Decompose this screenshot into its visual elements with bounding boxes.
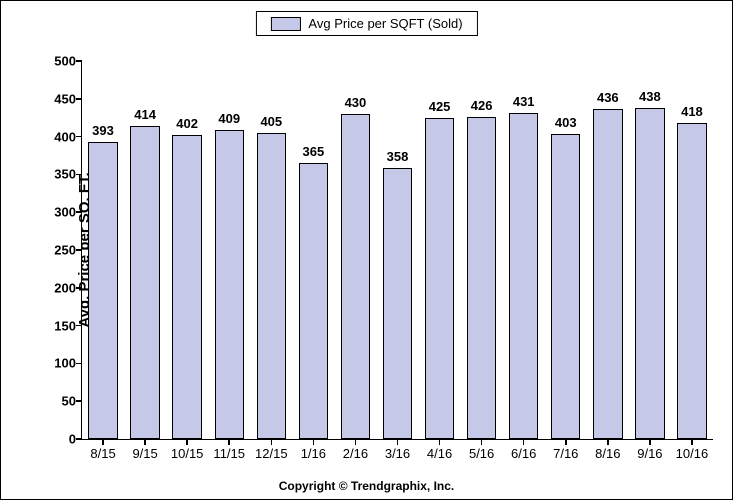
x-tick-label: 9/16 — [637, 446, 662, 461]
bar-value-label: 393 — [92, 123, 114, 138]
x-tick-mark — [691, 439, 693, 445]
x-tick-mark — [565, 439, 567, 445]
bar — [677, 123, 706, 439]
x-tick-label: 11/15 — [213, 446, 245, 461]
x-tick-label: 7/16 — [553, 446, 578, 461]
y-tick-mark — [76, 287, 82, 289]
bar — [425, 118, 454, 439]
y-tick-mark — [76, 325, 82, 327]
bar — [130, 126, 159, 439]
x-tick-mark — [523, 439, 525, 445]
y-tick-mark — [76, 60, 82, 62]
x-tick-label: 2/16 — [343, 446, 368, 461]
y-tick-mark — [76, 174, 82, 176]
x-tick-label: 3/16 — [385, 446, 410, 461]
bar-value-label: 403 — [555, 115, 577, 130]
x-tick-mark — [397, 439, 399, 445]
bar-value-label: 409 — [218, 111, 240, 126]
y-tick-mark — [76, 98, 82, 100]
bar-value-label: 414 — [134, 107, 156, 122]
bar — [257, 133, 286, 439]
y-tick-label: 50 — [32, 394, 76, 409]
bar-value-label: 365 — [303, 144, 325, 159]
x-tick-label: 10/15 — [171, 446, 204, 461]
y-tick-mark — [76, 136, 82, 138]
bar-value-label: 430 — [345, 95, 367, 110]
bar-value-label: 418 — [681, 104, 703, 119]
x-tick-mark — [144, 439, 146, 445]
y-tick-mark — [76, 400, 82, 402]
plot-area: 0501001502002503003504004505003938/15414… — [81, 61, 712, 439]
x-tick-label: 6/16 — [511, 446, 536, 461]
bar — [88, 142, 117, 439]
x-tick-mark — [313, 439, 315, 445]
bar — [341, 114, 370, 439]
bar-value-label: 402 — [176, 116, 198, 131]
x-tick-mark — [102, 439, 104, 445]
y-tick-label: 300 — [32, 205, 76, 220]
x-tick-mark — [481, 439, 483, 445]
bar — [172, 135, 201, 439]
x-tick-mark — [439, 439, 441, 445]
bar-value-label: 438 — [639, 89, 661, 104]
bar — [383, 168, 412, 439]
bar-value-label: 358 — [387, 149, 409, 164]
y-tick-label: 100 — [32, 356, 76, 371]
plot: 0501001502002503003504004505003938/15414… — [81, 61, 713, 440]
chart-frame: Avg Price per SQFT (Sold) Avg. Price per… — [0, 0, 733, 500]
bar-value-label: 431 — [513, 94, 535, 109]
y-tick-label: 250 — [32, 243, 76, 258]
x-tick-mark — [186, 439, 188, 445]
y-tick-label: 450 — [32, 91, 76, 106]
y-tick-label: 500 — [32, 54, 76, 69]
y-tick-mark — [76, 363, 82, 365]
x-tick-label: 8/16 — [595, 446, 620, 461]
legend: Avg Price per SQFT (Sold) — [255, 11, 477, 36]
y-tick-label: 0 — [32, 432, 76, 447]
bar — [551, 134, 580, 439]
y-tick-label: 350 — [32, 167, 76, 182]
y-tick-mark — [76, 438, 82, 440]
bar — [299, 163, 328, 439]
copyright-text: Copyright © Trendgraphix, Inc. — [1, 479, 732, 493]
bar — [593, 109, 622, 439]
x-tick-mark — [228, 439, 230, 445]
legend-label: Avg Price per SQFT (Sold) — [308, 16, 462, 31]
bar-value-label: 425 — [429, 99, 451, 114]
bar-value-label: 405 — [260, 114, 282, 129]
x-tick-mark — [607, 439, 609, 445]
bar — [215, 130, 244, 439]
y-tick-label: 150 — [32, 318, 76, 333]
x-tick-mark — [271, 439, 273, 445]
y-tick-label: 400 — [32, 129, 76, 144]
x-tick-mark — [649, 439, 651, 445]
x-tick-mark — [355, 439, 357, 445]
y-tick-mark — [76, 249, 82, 251]
y-tick-mark — [76, 211, 82, 213]
bar — [467, 117, 496, 439]
x-tick-label: 8/15 — [90, 446, 115, 461]
legend-swatch — [270, 17, 300, 31]
x-tick-label: 1/16 — [301, 446, 326, 461]
x-tick-label: 9/15 — [132, 446, 157, 461]
x-tick-label: 12/15 — [255, 446, 288, 461]
x-tick-label: 4/16 — [427, 446, 452, 461]
bar — [635, 108, 664, 439]
x-tick-label: 10/16 — [676, 446, 709, 461]
x-tick-label: 5/16 — [469, 446, 494, 461]
bar — [509, 113, 538, 439]
bar-value-label: 426 — [471, 98, 493, 113]
y-tick-label: 200 — [32, 280, 76, 295]
bar-value-label: 436 — [597, 90, 619, 105]
